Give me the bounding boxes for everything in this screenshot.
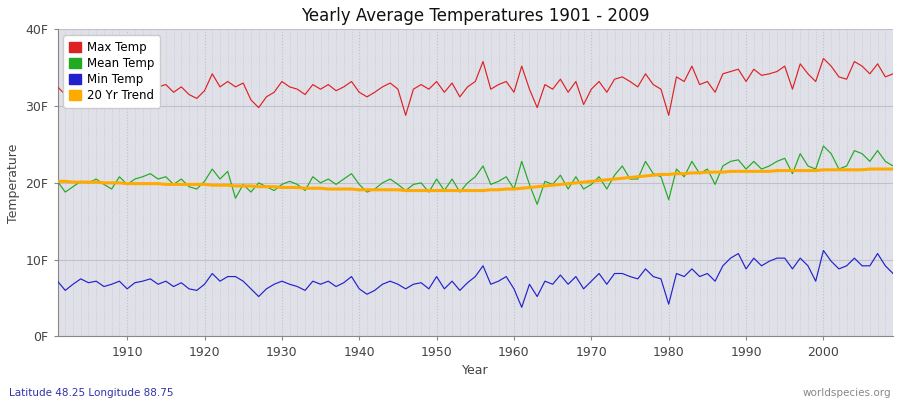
Text: worldspecies.org: worldspecies.org [803, 388, 891, 398]
Y-axis label: Temperature: Temperature [7, 143, 20, 222]
Legend: Max Temp, Mean Temp, Min Temp, 20 Yr Trend: Max Temp, Mean Temp, Min Temp, 20 Yr Tre… [63, 35, 160, 108]
Title: Yearly Average Temperatures 1901 - 2009: Yearly Average Temperatures 1901 - 2009 [301, 7, 650, 25]
X-axis label: Year: Year [462, 364, 489, 377]
Text: Latitude 48.25 Longitude 88.75: Latitude 48.25 Longitude 88.75 [9, 388, 174, 398]
